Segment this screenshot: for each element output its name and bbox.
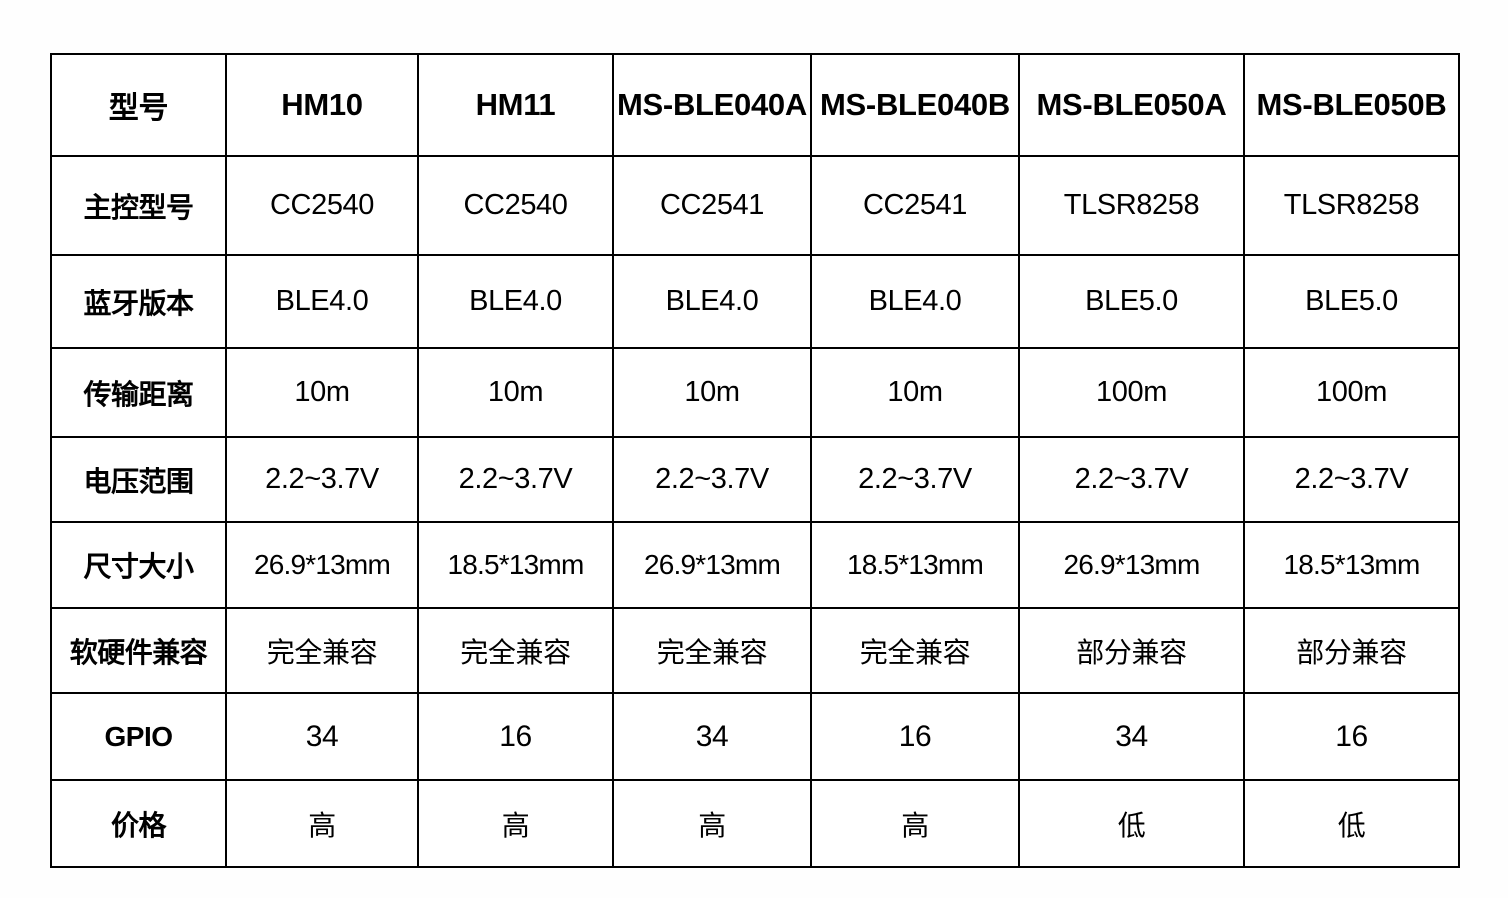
cell-range-ms-ble040b: 10m bbox=[810, 347, 1020, 438]
cell-range-hm10: 10m bbox=[225, 347, 419, 438]
cell-mcu-hm10: CC2540 bbox=[225, 155, 419, 256]
cell-size-ms-ble050a: 26.9*13mm bbox=[1018, 521, 1245, 609]
row-label-transmission-range: 传输距离 bbox=[50, 347, 227, 438]
table-row-voltage-range: 电压范围 2.2~3.7V 2.2~3.7V 2.2~3.7V 2.2~3.7V… bbox=[50, 436, 1460, 523]
header-cell-ms-ble050a: MS-BLE050A bbox=[1018, 53, 1245, 157]
cell-ble-ms-ble040a: BLE4.0 bbox=[612, 254, 812, 349]
cell-range-hm11: 10m bbox=[417, 347, 614, 438]
cell-ble-hm11: BLE4.0 bbox=[417, 254, 614, 349]
cell-compat-hm10: 完全兼容 bbox=[225, 607, 419, 694]
cell-price-ms-ble040b: 高 bbox=[810, 779, 1020, 868]
cell-voltage-hm10: 2.2~3.7V bbox=[225, 436, 419, 523]
cell-price-ms-ble050b: 低 bbox=[1243, 779, 1460, 868]
cell-range-ms-ble040a: 10m bbox=[612, 347, 812, 438]
table-row-bluetooth-version: 蓝牙版本 BLE4.0 BLE4.0 BLE4.0 BLE4.0 BLE5.0 … bbox=[50, 254, 1460, 349]
cell-ble-ms-ble040b: BLE4.0 bbox=[810, 254, 1020, 349]
cell-mcu-ms-ble050b: TLSR8258 bbox=[1243, 155, 1460, 256]
cell-gpio-ms-ble040a: 34 bbox=[612, 692, 812, 781]
header-cell-hm11: HM11 bbox=[417, 53, 614, 157]
cell-price-ms-ble040a: 高 bbox=[612, 779, 812, 868]
header-cell-model-label: 型号 bbox=[50, 53, 227, 157]
cell-mcu-ms-ble040a: CC2541 bbox=[612, 155, 812, 256]
row-label-bluetooth-version: 蓝牙版本 bbox=[50, 254, 227, 349]
cell-mcu-ms-ble050a: TLSR8258 bbox=[1018, 155, 1245, 256]
row-label-mcu: 主控型号 bbox=[50, 155, 227, 256]
cell-voltage-ms-ble040b: 2.2~3.7V bbox=[810, 436, 1020, 523]
table-row-price: 价格 高 高 高 高 低 低 bbox=[50, 779, 1460, 868]
cell-ble-ms-ble050b: BLE5.0 bbox=[1243, 254, 1460, 349]
cell-size-ms-ble050b: 18.5*13mm bbox=[1243, 521, 1460, 609]
cell-price-ms-ble050a: 低 bbox=[1018, 779, 1245, 868]
header-cell-ms-ble040a: MS-BLE040A bbox=[612, 53, 812, 157]
cell-compat-hm11: 完全兼容 bbox=[417, 607, 614, 694]
cell-voltage-ms-ble050b: 2.2~3.7V bbox=[1243, 436, 1460, 523]
cell-gpio-ms-ble050b: 16 bbox=[1243, 692, 1460, 781]
cell-ble-hm10: BLE4.0 bbox=[225, 254, 419, 349]
header-cell-hm10: HM10 bbox=[225, 53, 419, 157]
cell-gpio-hm10: 34 bbox=[225, 692, 419, 781]
cell-mcu-ms-ble040b: CC2541 bbox=[810, 155, 1020, 256]
cell-size-ms-ble040b: 18.5*13mm bbox=[810, 521, 1020, 609]
row-label-voltage-range: 电压范围 bbox=[50, 436, 227, 523]
table-row-gpio: GPIO 34 16 34 16 34 16 bbox=[50, 692, 1460, 781]
cell-range-ms-ble050b: 100m bbox=[1243, 347, 1460, 438]
cell-size-hm10: 26.9*13mm bbox=[225, 521, 419, 609]
cell-gpio-ms-ble040b: 16 bbox=[810, 692, 1020, 781]
cell-gpio-ms-ble050a: 34 bbox=[1018, 692, 1245, 781]
table-header-row: 型号 HM10 HM11 MS-BLE040A MS-BLE040B MS-BL… bbox=[50, 53, 1460, 157]
cell-range-ms-ble050a: 100m bbox=[1018, 347, 1245, 438]
cell-voltage-ms-ble050a: 2.2~3.7V bbox=[1018, 436, 1245, 523]
cell-compat-ms-ble040a: 完全兼容 bbox=[612, 607, 812, 694]
row-label-compatibility: 软硬件兼容 bbox=[50, 607, 227, 694]
header-cell-ms-ble040b: MS-BLE040B bbox=[810, 53, 1020, 157]
cell-voltage-ms-ble040a: 2.2~3.7V bbox=[612, 436, 812, 523]
table-row-mcu: 主控型号 CC2540 CC2540 CC2541 CC2541 TLSR825… bbox=[50, 155, 1460, 256]
row-label-dimensions: 尺寸大小 bbox=[50, 521, 227, 609]
row-label-gpio: GPIO bbox=[50, 692, 227, 781]
cell-ble-ms-ble050a: BLE5.0 bbox=[1018, 254, 1245, 349]
cell-size-ms-ble040a: 26.9*13mm bbox=[612, 521, 812, 609]
row-label-price: 价格 bbox=[50, 779, 227, 868]
cell-compat-ms-ble040b: 完全兼容 bbox=[810, 607, 1020, 694]
table-row-dimensions: 尺寸大小 26.9*13mm 18.5*13mm 26.9*13mm 18.5*… bbox=[50, 521, 1460, 609]
cell-price-hm10: 高 bbox=[225, 779, 419, 868]
cell-voltage-hm11: 2.2~3.7V bbox=[417, 436, 614, 523]
header-cell-ms-ble050b: MS-BLE050B bbox=[1243, 53, 1460, 157]
cell-mcu-hm11: CC2540 bbox=[417, 155, 614, 256]
ble-module-comparison-table: 型号 HM10 HM11 MS-BLE040A MS-BLE040B MS-BL… bbox=[50, 53, 1460, 868]
table-row-transmission-range: 传输距离 10m 10m 10m 10m 100m 100m bbox=[50, 347, 1460, 438]
cell-price-hm11: 高 bbox=[417, 779, 614, 868]
table-row-compatibility: 软硬件兼容 完全兼容 完全兼容 完全兼容 完全兼容 部分兼容 部分兼容 bbox=[50, 607, 1460, 694]
cell-size-hm11: 18.5*13mm bbox=[417, 521, 614, 609]
cell-gpio-hm11: 16 bbox=[417, 692, 614, 781]
cell-compat-ms-ble050b: 部分兼容 bbox=[1243, 607, 1460, 694]
cell-compat-ms-ble050a: 部分兼容 bbox=[1018, 607, 1245, 694]
